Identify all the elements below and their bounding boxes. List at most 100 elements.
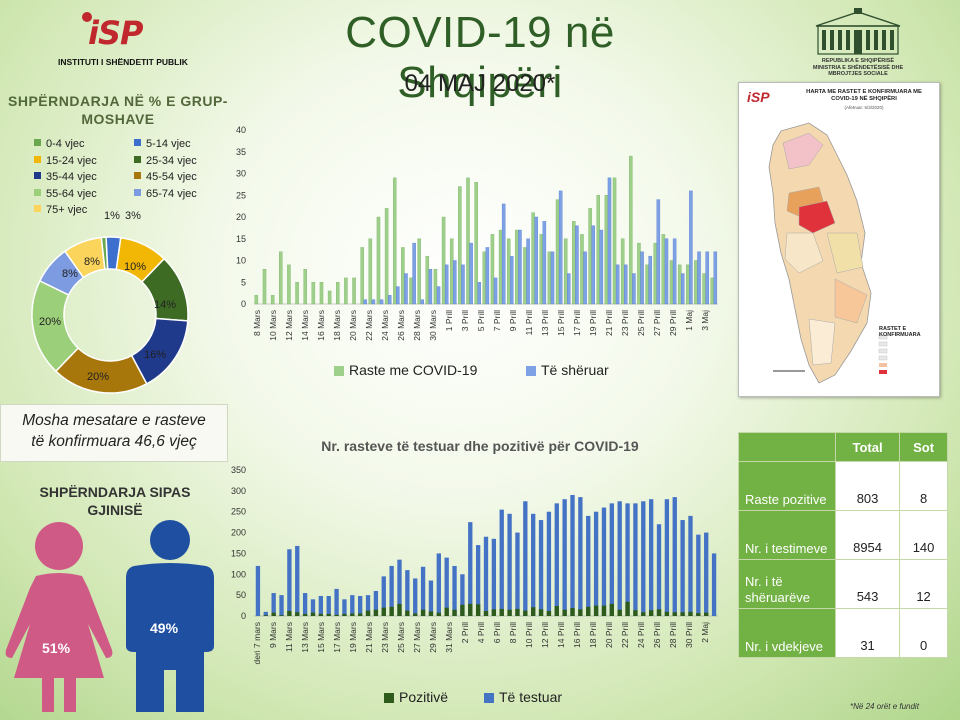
- age-legend-item: 55-64 vjec: [34, 188, 97, 200]
- stats-row-today: 12: [899, 559, 948, 609]
- bar-cases: [279, 251, 283, 305]
- bar-tested: [664, 499, 670, 616]
- bar-cases: [620, 238, 625, 305]
- legend-label: 15-24 vjec: [46, 154, 97, 167]
- legend-label: Të testuar: [499, 689, 562, 705]
- bar-cases: [336, 282, 340, 305]
- bar-tested: [350, 595, 355, 616]
- stats-row-today: 0: [899, 608, 948, 658]
- bar-tested: [680, 520, 685, 616]
- bar-recovered: [664, 238, 669, 305]
- y-tick-label: 100: [231, 569, 246, 579]
- age-legend-item: 5-14 vjec: [134, 138, 191, 150]
- bar-positive: [531, 607, 536, 616]
- stats-row: Nr. i vdekjeve 31 0: [738, 608, 948, 658]
- donut-label: 8%: [62, 268, 78, 280]
- ministry-building-icon: [815, 8, 901, 55]
- bar-cases: [588, 208, 592, 305]
- age-legend-item: 15-24 vjec: [34, 155, 97, 167]
- y-tick-label: 20: [236, 212, 246, 222]
- y-tick-label: 5: [241, 277, 246, 287]
- bar-positive: [601, 605, 607, 616]
- bar-cases: [580, 234, 584, 305]
- bar-positive: [318, 613, 324, 616]
- bar-cases: [425, 255, 430, 305]
- stats-row-total: 543: [834, 559, 901, 609]
- legend-label: 65-74 vjec: [146, 187, 197, 200]
- bar-tested: [436, 553, 441, 616]
- bar-positive: [578, 609, 583, 616]
- bar-recovered: [697, 251, 701, 305]
- bar-positive: [656, 609, 662, 616]
- female-figure: 51%: [4, 520, 114, 715]
- bar-tested: [593, 511, 599, 616]
- x-tick-label: 2 Maj: [700, 622, 710, 643]
- y-tick-label: 200: [231, 528, 246, 538]
- bar-positive: [436, 612, 441, 616]
- age-legend-item: 35-44 vjec: [34, 171, 97, 183]
- bar-tested: [420, 566, 426, 616]
- age-legend-item: 25-34 vjec: [134, 155, 197, 167]
- legend-swatch: [484, 693, 494, 703]
- bar-tested: [255, 565, 261, 616]
- bar-recovered: [371, 299, 376, 305]
- albania-map-panel: iSP HARTA ME RASTET E KONFIRMUARA ME COV…: [738, 82, 940, 397]
- bar-tested: [295, 545, 300, 616]
- legend-label: Raste me COVID-19: [349, 362, 478, 378]
- x-tick-label: 10 Prill: [524, 622, 534, 648]
- bar-tested: [358, 595, 363, 616]
- legend-swatch: [134, 139, 141, 146]
- bar-tested: [365, 595, 371, 616]
- bar-tested: [531, 513, 536, 616]
- stats-header-empty: [738, 432, 836, 462]
- bar-tested: [342, 599, 347, 616]
- bar-recovered: [387, 295, 392, 305]
- donut-label: 1%: [104, 210, 120, 222]
- y-tick-label: 50: [236, 590, 246, 600]
- bar-recovered: [624, 264, 628, 305]
- bar-cases: [563, 238, 568, 305]
- x-tick-label: 28 Mars: [412, 310, 422, 341]
- bar-positive: [475, 604, 481, 616]
- bar-recovered: [428, 268, 433, 305]
- bar-recovered: [640, 251, 644, 305]
- age-legend-item: 0-4 vjec: [34, 138, 85, 150]
- x-tick-label: 9 Prill: [508, 310, 518, 331]
- legend-label: Pozitivë: [399, 689, 448, 705]
- bar-positive: [609, 603, 614, 616]
- bar-recovered: [396, 286, 400, 305]
- stats-row-total: 803: [834, 461, 901, 511]
- bar-positive: [413, 613, 418, 616]
- donut-slice: [63, 236, 106, 279]
- bar-tested: [491, 538, 497, 616]
- bar-recovered: [453, 260, 457, 305]
- x-tick-label: 7 Prill: [492, 310, 502, 331]
- y-tick-label: 250: [231, 507, 246, 517]
- page-title: COVID-19 në Shqipëri: [345, 8, 615, 107]
- bar-tested: [523, 501, 528, 616]
- bar-cases: [482, 251, 487, 305]
- male-figure: 49%: [120, 520, 220, 715]
- x-tick-label: 18 Prill: [588, 622, 598, 648]
- male-icon: [126, 520, 214, 712]
- x-tick-label: 17 Mars: [332, 622, 342, 653]
- bar-cases: [547, 251, 552, 305]
- bar-cases: [344, 277, 348, 305]
- x-tick-label: 25 Prill: [636, 310, 646, 336]
- bar-tested: [413, 578, 418, 616]
- bar-recovered: [672, 238, 677, 305]
- x-tick-label: 30 Mars: [428, 310, 438, 341]
- bar-cases: [515, 229, 519, 305]
- bar-tested: [656, 524, 662, 616]
- y-tick-label: 350: [231, 465, 246, 475]
- x-tick-label: 3 Prill: [460, 310, 470, 331]
- legend-label: 0-4 vjec: [46, 138, 85, 150]
- x-tick-label: 16 Mars: [316, 310, 326, 341]
- bar-tested: [633, 503, 638, 616]
- bar-recovered: [689, 190, 693, 305]
- bar-tested: [538, 520, 544, 616]
- bar-cases: [531, 212, 535, 305]
- bar-positive: [334, 614, 339, 616]
- age-legend-item: 75+ vjec: [34, 204, 87, 216]
- bar-recovered: [436, 286, 441, 305]
